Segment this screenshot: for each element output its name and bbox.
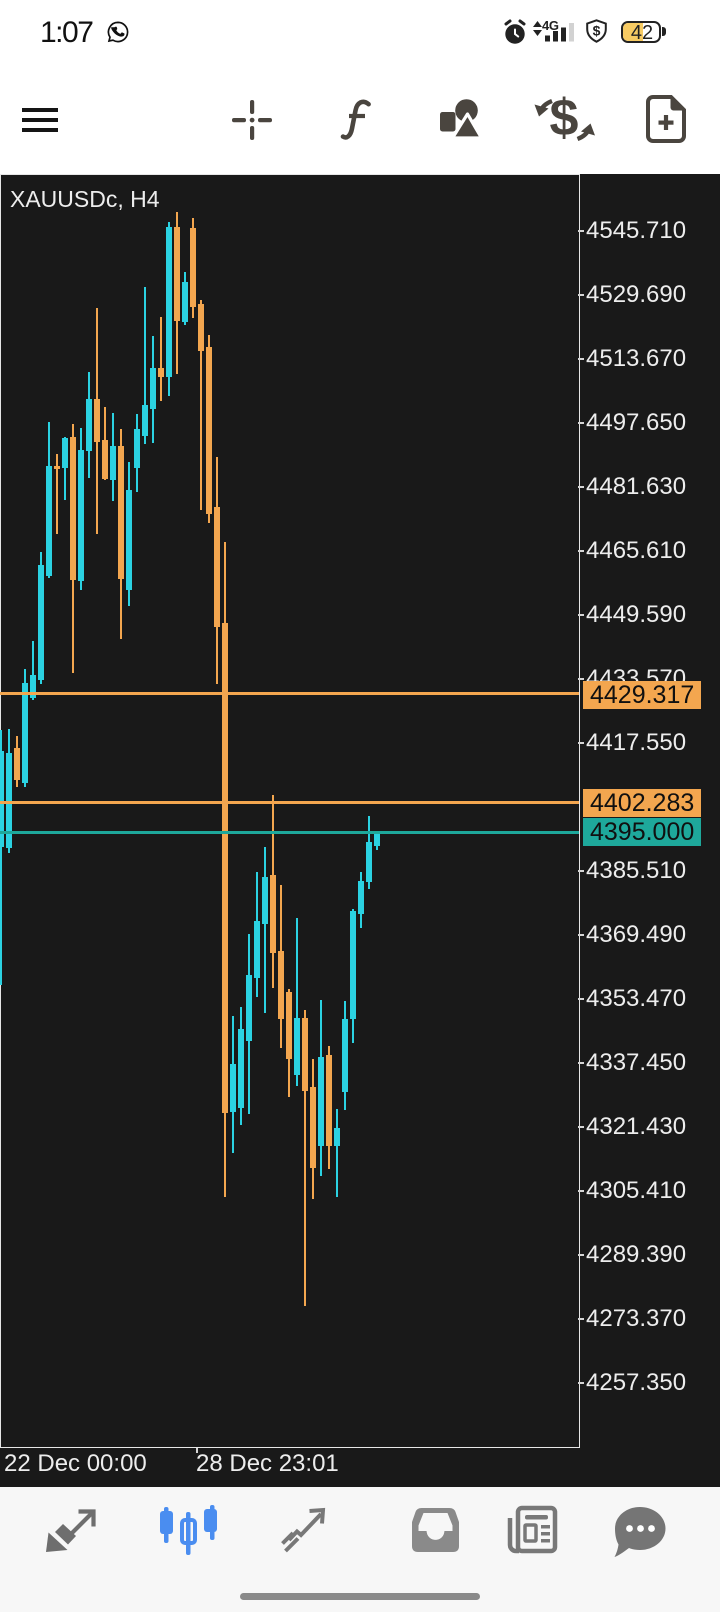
svg-text:$: $ — [593, 23, 601, 39]
svg-text:$: $ — [550, 89, 579, 147]
